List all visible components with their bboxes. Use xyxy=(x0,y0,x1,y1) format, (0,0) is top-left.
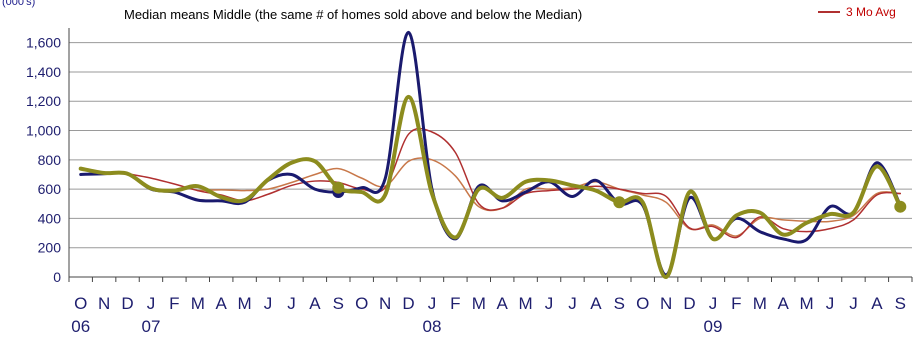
x-tick-label: O xyxy=(74,294,87,313)
y-tick-label: 200 xyxy=(38,240,62,256)
year-label: 06 xyxy=(71,317,90,336)
x-tick-label: D xyxy=(121,294,133,313)
x-tick-label: J xyxy=(264,294,273,313)
y-unit-label: (000's) xyxy=(2,0,36,8)
x-tick-label: D xyxy=(683,294,695,313)
y-tick-label: 400 xyxy=(38,210,62,226)
series-line-3 xyxy=(197,157,902,237)
x-tick-label: J xyxy=(428,294,437,313)
x-tick-label: D xyxy=(402,294,414,313)
y-tick-label: 600 xyxy=(38,181,62,197)
series-line-1 xyxy=(78,94,903,280)
x-tick-label: F xyxy=(169,294,179,313)
x-tick-label: M xyxy=(238,294,252,313)
x-tick-label: J xyxy=(568,294,577,313)
x-tick-label: A xyxy=(497,294,509,313)
chart-subtitle: Median means Middle (the same # of homes… xyxy=(124,7,583,22)
series-line-2 xyxy=(126,127,902,239)
x-tick-label: J xyxy=(849,294,858,313)
x-tick-label: M xyxy=(191,294,205,313)
y-tick-label: 1,600 xyxy=(26,35,61,51)
x-tick-label: J xyxy=(826,294,835,313)
x-tick-label: N xyxy=(379,294,391,313)
x-tick-label: F xyxy=(731,294,741,313)
x-tick-label: M xyxy=(472,294,486,313)
x-tick-label: J xyxy=(147,294,156,313)
x-tick-label: J xyxy=(287,294,296,313)
x-tick-label: A xyxy=(216,294,228,313)
y-tick-label: 800 xyxy=(38,152,62,168)
year-label: 08 xyxy=(422,317,441,336)
legend-swatch xyxy=(818,11,840,13)
x-tick-label: S xyxy=(614,294,625,313)
x-tick-label: N xyxy=(98,294,110,313)
y-tick-label: 1,400 xyxy=(26,64,61,80)
x-tick-label: S xyxy=(333,294,344,313)
x-tick-label: S xyxy=(895,294,906,313)
x-tick-label: J xyxy=(709,294,718,313)
series-line-0 xyxy=(79,30,902,277)
year-label: 07 xyxy=(141,317,160,336)
x-tick-label: A xyxy=(590,294,602,313)
x-tick-label: M xyxy=(519,294,533,313)
data-point-marker xyxy=(332,181,345,194)
y-tick-label: 1,200 xyxy=(26,93,61,109)
x-tick-label: J xyxy=(545,294,554,313)
legend-label: 3 Mo Avg xyxy=(846,5,896,19)
x-tick-label: A xyxy=(871,294,883,313)
x-tick-label: O xyxy=(355,294,368,313)
y-tick-label: 1,000 xyxy=(26,123,61,139)
data-point-marker xyxy=(613,196,626,209)
x-tick-label: M xyxy=(800,294,814,313)
x-tick-label: A xyxy=(309,294,321,313)
x-tick-label: F xyxy=(450,294,460,313)
x-tick-label: M xyxy=(753,294,767,313)
year-label: 09 xyxy=(703,317,722,336)
x-tick-label: N xyxy=(660,294,672,313)
data-point-marker xyxy=(894,200,907,213)
legend: 3 Mo Avg xyxy=(818,5,896,19)
x-tick-label: O xyxy=(636,294,649,313)
x-tick-label: A xyxy=(778,294,790,313)
y-tick-label: 0 xyxy=(53,269,61,285)
